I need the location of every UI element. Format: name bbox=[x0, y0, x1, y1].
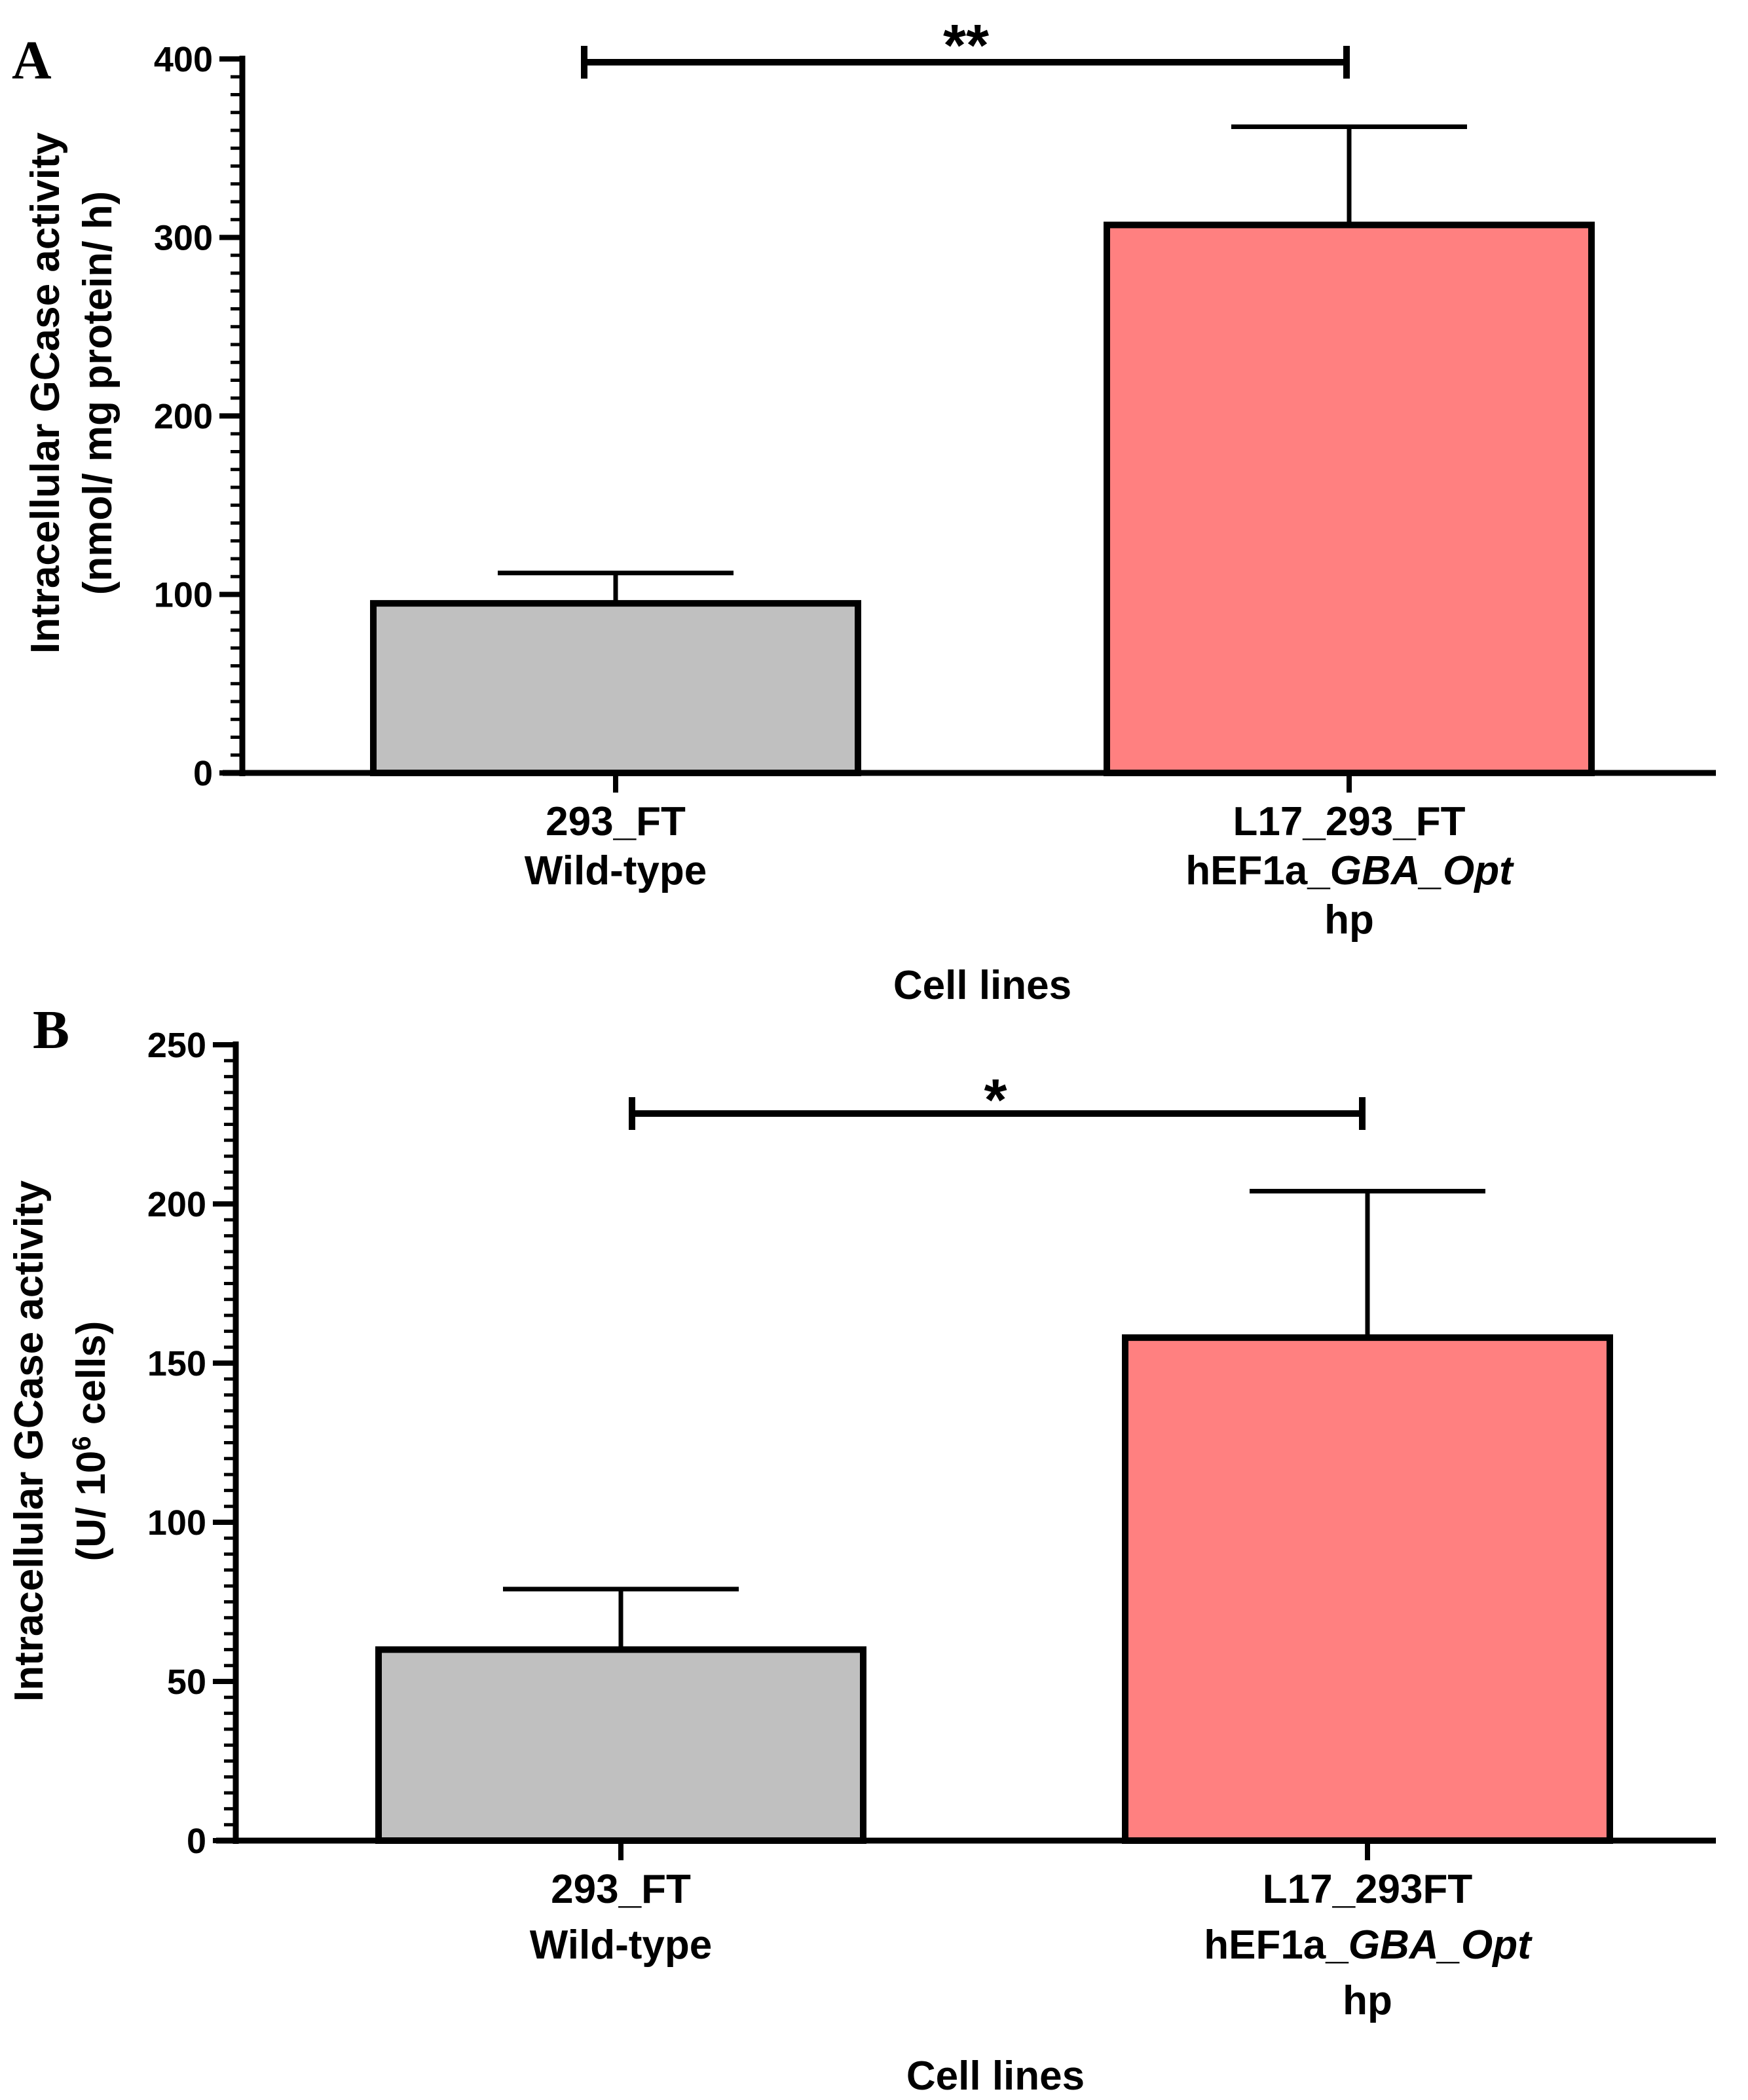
y-tick-label: 0 bbox=[193, 754, 213, 793]
chart-panel-B: B 0 50 100 150 200 250 293_FT Wild-type L17_293FT… bbox=[7, 1000, 1716, 2099]
y-tick-label: 150 bbox=[147, 1344, 206, 1383]
y-axis-title-units: (U/ 106 cells) bbox=[67, 1321, 114, 1562]
y-tick-label: 100 bbox=[147, 1503, 206, 1543]
bar bbox=[1122, 1334, 1613, 1844]
bar bbox=[370, 600, 861, 776]
significance-label: ** bbox=[943, 13, 989, 79]
x-tick-label: L17_293FT bbox=[1263, 1867, 1473, 1912]
y-tick-label: 200 bbox=[154, 397, 213, 436]
y-tick-label: 400 bbox=[154, 40, 213, 79]
y-tick-label: 300 bbox=[154, 219, 213, 258]
x-axis-title: Cell lines bbox=[893, 963, 1071, 1008]
x-tick-label: hp bbox=[1324, 897, 1374, 943]
y-tick-label: 250 bbox=[147, 1026, 206, 1065]
x-tick-label: Wild-type bbox=[530, 1922, 712, 1968]
x-tick-label: Wild-type bbox=[525, 848, 707, 893]
x-tick-label: L17_293_FT bbox=[1233, 799, 1466, 844]
x-axis-title: Cell lines bbox=[906, 2053, 1085, 2099]
y-tick-label: 50 bbox=[167, 1662, 206, 1702]
x-tick-label: hEF1a_GBA_Opt bbox=[1204, 1922, 1533, 1968]
y-axis-title: Intracellular GCase activity bbox=[23, 132, 68, 654]
chart-panel-A: A0100200300400293_FTWild-typeL17_293_FTh… bbox=[12, 13, 1716, 1008]
x-tick-label: hp bbox=[1343, 1978, 1392, 2023]
y-axis-title-units: (nmol/ mg protein/ h) bbox=[75, 191, 121, 595]
y-tick-label: 100 bbox=[154, 576, 213, 615]
y-tick-label: 200 bbox=[147, 1185, 206, 1224]
panel-letter: A bbox=[12, 30, 52, 91]
x-tick-label: 293_FT bbox=[546, 799, 686, 844]
y-axis-title: Intracellular GCase activity bbox=[7, 1180, 52, 1702]
significance-label: * bbox=[984, 1068, 1007, 1133]
bar bbox=[1104, 221, 1595, 776]
x-tick-label: hEF1a_GBA_Opt bbox=[1185, 848, 1514, 893]
panel-letter: B bbox=[33, 1000, 69, 1060]
y-tick-label: 0 bbox=[187, 1822, 206, 1861]
x-tick-label: 293_FT bbox=[551, 1867, 691, 1912]
bar bbox=[375, 1646, 866, 1844]
